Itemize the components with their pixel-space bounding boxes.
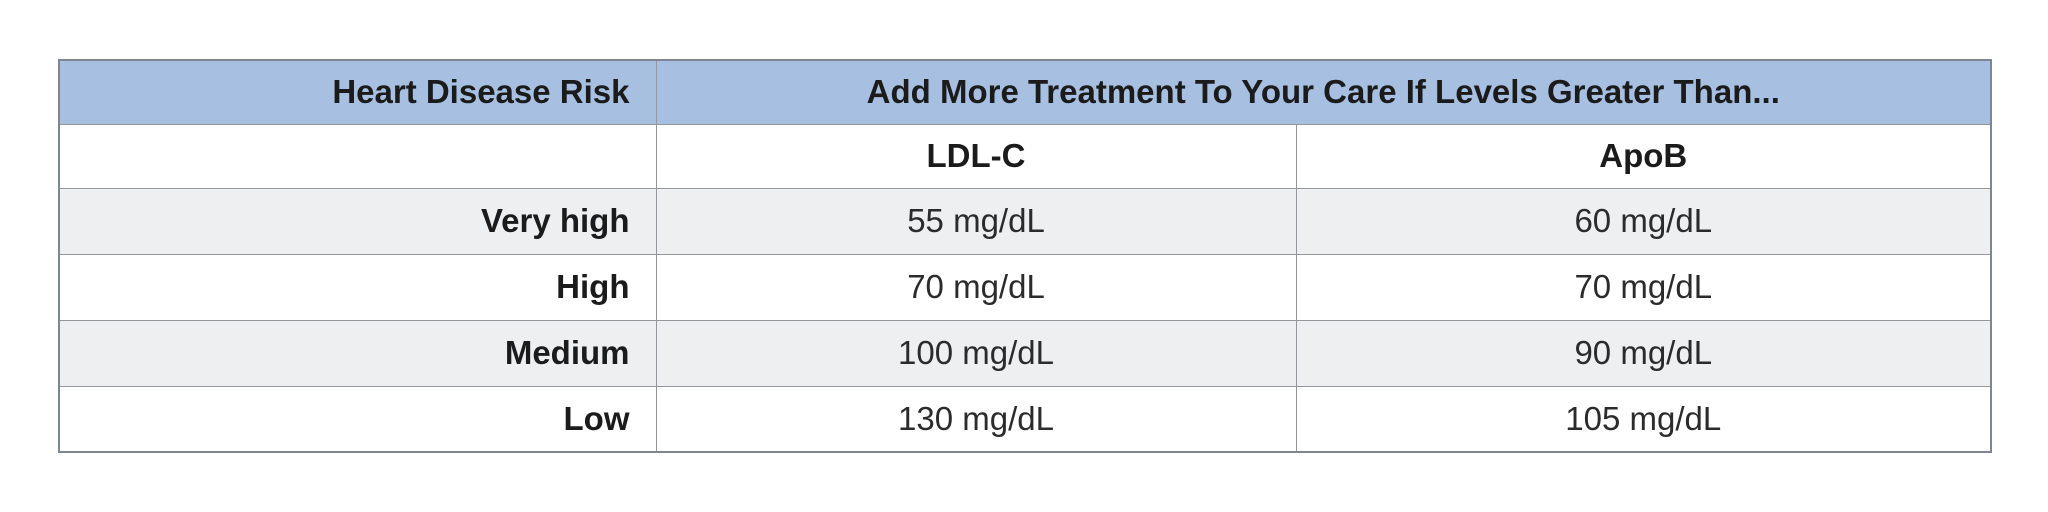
ldl-value: 100 mg/dL <box>655 319 1297 387</box>
table-row-medium: Medium 100 mg/dL 90 mg/dL <box>58 319 1992 387</box>
table-subheader-row: LDL-C ApoB <box>58 123 1992 189</box>
heart-disease-risk-table: Heart Disease Risk Add More Treatment To… <box>58 59 1993 453</box>
ldl-value: 130 mg/dL <box>655 385 1297 453</box>
header-cell-heart-disease-risk: Heart Disease Risk <box>58 59 657 125</box>
row-label: High <box>58 253 657 321</box>
header-cell-treatment-threshold: Add More Treatment To Your Care If Level… <box>655 59 1992 125</box>
column-header-ldl-c: LDL-C <box>655 123 1297 189</box>
apob-value: 60 mg/dL <box>1295 187 1992 255</box>
empty-corner-cell <box>58 123 657 189</box>
apob-value: 105 mg/dL <box>1295 385 1992 453</box>
ldl-value: 55 mg/dL <box>655 187 1297 255</box>
apob-value: 70 mg/dL <box>1295 253 1992 321</box>
row-label: Low <box>58 385 657 453</box>
apob-value: 90 mg/dL <box>1295 319 1992 387</box>
table-row-low: Low 130 mg/dL 105 mg/dL <box>58 385 1992 453</box>
table-row-high: High 70 mg/dL 70 mg/dL <box>58 253 1992 321</box>
row-label: Medium <box>58 319 657 387</box>
ldl-value: 70 mg/dL <box>655 253 1297 321</box>
table-row-very-high: Very high 55 mg/dL 60 mg/dL <box>58 187 1992 255</box>
row-label: Very high <box>58 187 657 255</box>
column-header-apob: ApoB <box>1295 123 1992 189</box>
table-header-row: Heart Disease Risk Add More Treatment To… <box>58 59 1992 125</box>
